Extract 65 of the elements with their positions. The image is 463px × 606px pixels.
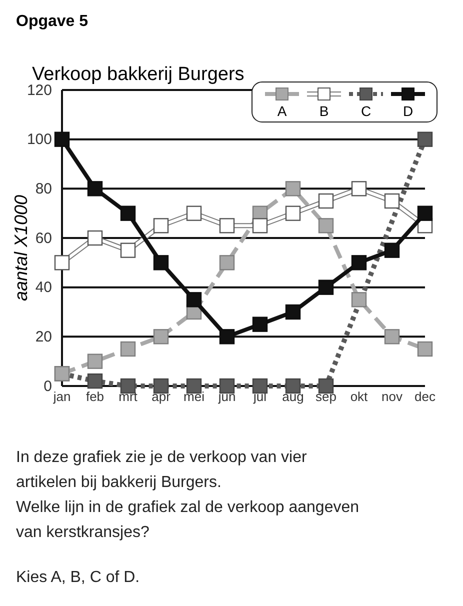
text: Kies A, B, C of D. xyxy=(16,569,140,586)
legend-label: A xyxy=(277,103,288,119)
x-tick-label: apr xyxy=(152,389,172,404)
point xyxy=(351,292,367,308)
point xyxy=(351,255,367,270)
point xyxy=(186,206,202,221)
point xyxy=(351,181,367,196)
x-tick-label: dec xyxy=(414,389,436,404)
y-tick-label: 20 xyxy=(35,328,52,346)
point xyxy=(318,280,334,295)
point xyxy=(417,341,433,357)
y-tick-label: 60 xyxy=(35,230,52,247)
point xyxy=(87,230,103,246)
point xyxy=(120,206,136,221)
point xyxy=(120,242,136,258)
x-tick-label: jan xyxy=(52,389,71,404)
legend-label: B xyxy=(319,103,329,119)
point xyxy=(318,193,334,209)
x-tick-label: okt xyxy=(350,389,368,404)
point xyxy=(120,378,136,394)
x-tick-label: sep xyxy=(316,389,336,404)
point xyxy=(87,181,103,196)
y-tick-label: 100 xyxy=(26,131,52,148)
y-tick-label: 40 xyxy=(35,279,52,296)
point xyxy=(153,218,169,234)
point xyxy=(417,132,433,147)
x-tick-label: nov xyxy=(382,389,403,404)
text: Welke lijn in de grafiek zal de verkoop aangeven van kerstkransjes? xyxy=(16,499,360,541)
point xyxy=(285,181,301,196)
x-tick-label: feb xyxy=(86,389,104,404)
y-tick-label: 80 xyxy=(35,180,52,198)
x-tick-label: mrt xyxy=(118,389,138,404)
x-tick-label: jun xyxy=(217,389,236,404)
point xyxy=(186,292,202,308)
point xyxy=(120,341,136,357)
point xyxy=(87,354,103,369)
chart-title: Opgave 5 xyxy=(16,13,88,30)
text: In deze grafiek zie je de verkoop van vier artikelen bij bakkerij Burgers. xyxy=(16,449,308,491)
point xyxy=(54,132,70,147)
x-tick-label: aug xyxy=(282,389,304,404)
point xyxy=(252,378,268,394)
point xyxy=(252,316,268,332)
point xyxy=(219,218,235,234)
point xyxy=(285,304,301,320)
point xyxy=(252,218,268,234)
point xyxy=(54,255,70,270)
y-axis-title: aantal X1000 xyxy=(11,194,31,302)
point xyxy=(318,378,334,394)
point xyxy=(219,329,235,344)
point xyxy=(384,329,400,344)
point xyxy=(153,329,169,344)
point xyxy=(153,255,169,270)
point xyxy=(384,242,400,258)
point xyxy=(219,255,235,270)
y-tick-label: 0 xyxy=(44,378,52,395)
legend-label: C xyxy=(360,103,372,119)
point xyxy=(318,218,334,234)
point xyxy=(384,193,400,209)
point xyxy=(87,373,103,389)
point xyxy=(285,378,301,394)
point xyxy=(153,378,169,394)
legend-label: D xyxy=(402,103,414,119)
point xyxy=(417,206,433,221)
point xyxy=(285,206,301,221)
x-tick-label: mei xyxy=(184,389,205,404)
